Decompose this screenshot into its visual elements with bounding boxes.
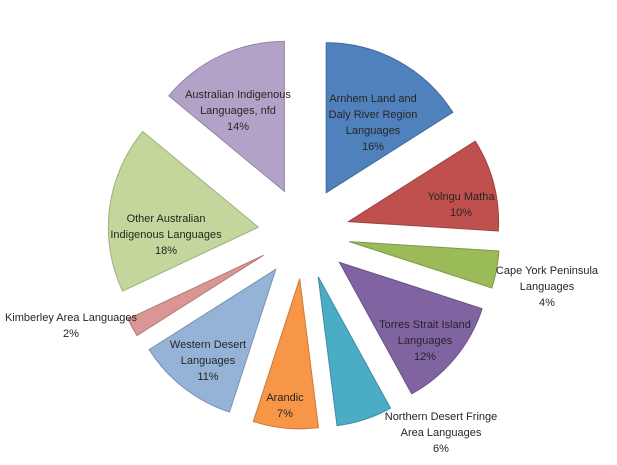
slice-label-cape-york-peninsula-languages: Cape York Peninsula Languages 4% bbox=[496, 265, 599, 309]
pie-slice-australian-indigenous-languages-nfd bbox=[168, 40, 285, 193]
pie-slice-torres-strait-island-languages bbox=[338, 261, 483, 395]
pie-slice-northern-desert-fringe-area-languages bbox=[317, 276, 392, 427]
slice-label-other-australian-indigenous-languages: Other Australian Indigenous Languages 18% bbox=[110, 213, 222, 257]
pie-slice-arandic bbox=[252, 278, 320, 430]
pie-slice-cape-york-peninsula-languages bbox=[349, 241, 500, 289]
slice-label-australian-indigenous-languages-nfd: Australian Indigenous Languages, nfd 14% bbox=[185, 89, 291, 133]
slice-label-northern-desert-fringe-area-languages: Northern Desert Fringe Area Languages 6% bbox=[385, 411, 498, 455]
slice-label-western-desert-languages: Western Desert Languages 11% bbox=[170, 339, 246, 383]
slice-label-arnhem-land-and-daly-river-region-languages: Arnhem Land and Daly River Region Language… bbox=[329, 93, 418, 153]
slice-label-torres-strait-island-languages: Torres Strait Island Languages 12% bbox=[379, 319, 471, 363]
slice-label-arandic: Arandic 7% bbox=[266, 392, 304, 420]
slice-label-yolngu-matha: Yolngu Matha 10% bbox=[428, 191, 496, 219]
slice-label-kimberley-area-languages: Kimberley Area Languages 2% bbox=[5, 312, 138, 340]
pie-slice-arnhem-land-and-daly-river-region-languages bbox=[325, 42, 454, 194]
pie-slice-western-desert-languages bbox=[148, 268, 277, 413]
pie-slice-kimberley-area-languages bbox=[127, 254, 264, 337]
pie-slice-yolngu-matha bbox=[347, 140, 500, 232]
pie-slice-other-australian-indigenous-languages bbox=[107, 130, 260, 292]
